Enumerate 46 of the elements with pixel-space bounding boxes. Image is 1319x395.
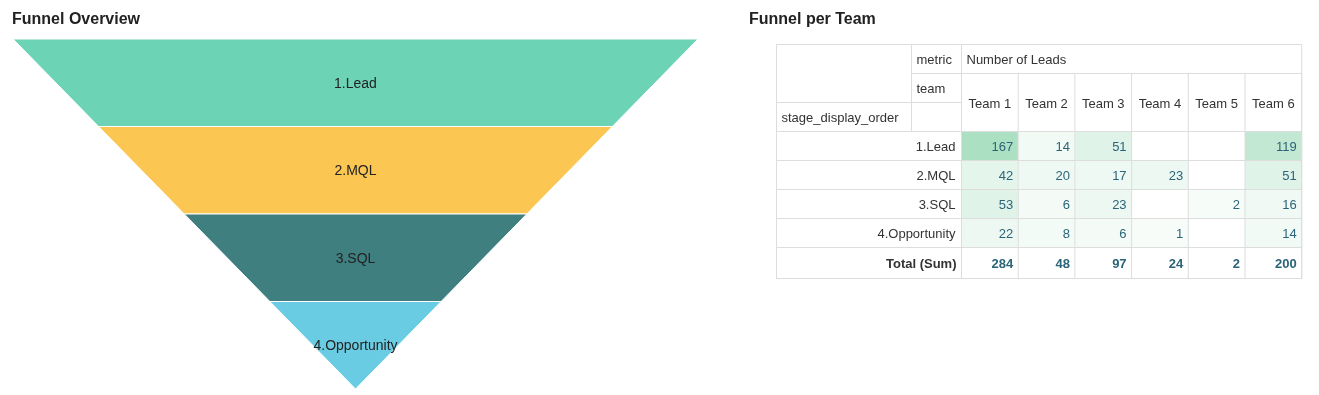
text: 284: [991, 255, 1014, 271]
data-label: 119: [1275, 139, 1297, 154]
data-label: 23: [1168, 168, 1184, 183]
x-tick-label: Team 5: [1195, 95, 1238, 111]
text: 2: [1232, 255, 1240, 271]
data-label: 2: [1232, 197, 1240, 212]
x-axis-title: team: [916, 80, 946, 96]
text: Funnel Overview: [12, 10, 142, 29]
data-label: 42: [998, 168, 1014, 183]
x-tick-label: Team 6: [1252, 95, 1295, 111]
category-label: 4.Opportunity: [313, 337, 398, 354]
data-label: 16: [1282, 197, 1297, 212]
data-label: 14: [1055, 139, 1070, 154]
data-label: 51: [1282, 168, 1297, 183]
data-label: 17: [1112, 168, 1127, 183]
text: 200: [1275, 255, 1297, 271]
text: 97: [1112, 255, 1127, 271]
y-tick-label: 2.MQL: [916, 168, 956, 183]
x-tick-label: Team 4: [1138, 95, 1182, 111]
text: 24: [1168, 255, 1184, 271]
text: Total (Sum): [885, 255, 957, 271]
category-label: 1.Lead: [334, 74, 377, 91]
y-axis-title: stage_display_order: [781, 110, 900, 125]
data-label: 53: [998, 197, 1014, 212]
text: metric: [916, 52, 953, 67]
data-label: 1: [1176, 226, 1184, 241]
category-label: 3.SQL: [335, 249, 376, 266]
y-tick-label: 3.SQL: [918, 197, 956, 212]
x-tick-label: Team 1: [968, 95, 1012, 111]
data-label: 167: [991, 139, 1014, 154]
text: Funnel per Team: [749, 10, 877, 29]
data-label: 23: [1112, 197, 1127, 212]
category-label: 2.MQL: [334, 162, 377, 179]
data-label: 6: [1062, 197, 1070, 212]
data-label: 14: [1282, 226, 1297, 241]
data-label: 20: [1055, 168, 1070, 183]
data-label: 51: [1112, 139, 1127, 154]
data-label: 8: [1062, 226, 1070, 241]
text: Number of Leads: [966, 52, 1067, 67]
x-tick-label: Team 3: [1081, 95, 1125, 111]
y-tick-label: 4.Opportunity: [877, 226, 956, 241]
data-label: 22: [998, 226, 1014, 241]
data-label: 6: [1119, 226, 1127, 241]
x-tick-label: Team 2: [1025, 95, 1068, 111]
y-tick-label: 1.Lead: [915, 139, 956, 154]
text: 48: [1055, 255, 1070, 271]
